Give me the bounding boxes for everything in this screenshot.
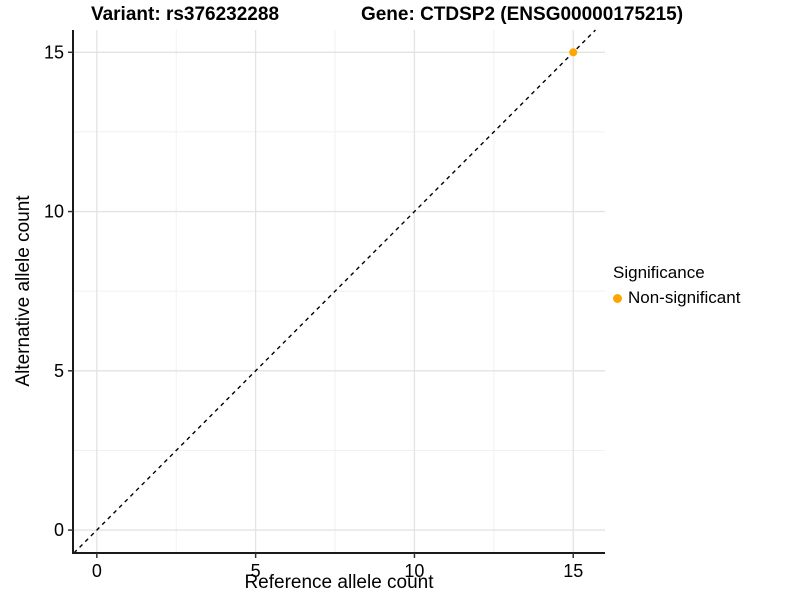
legend-item-label: Non-significant bbox=[628, 288, 741, 307]
plot-title-gene: Gene: CTDSP2 (ENSG00000175215) bbox=[360, 4, 684, 25]
data-point bbox=[569, 48, 578, 57]
y-tick-label: 15 bbox=[44, 42, 64, 62]
x-axis-title: Reference allele count bbox=[244, 572, 434, 593]
x-tick-label: 15 bbox=[563, 561, 583, 581]
y-tick-label: 5 bbox=[54, 361, 64, 381]
plot-title-variant: Variant: rs376232288 bbox=[90, 4, 280, 25]
x-tick-label: 0 bbox=[92, 561, 102, 581]
x-tick-label: 10 bbox=[404, 561, 424, 581]
legend: Significance Non-significant bbox=[613, 262, 740, 309]
y-tick-label: 0 bbox=[54, 520, 64, 540]
legend-point-icon bbox=[613, 293, 622, 303]
y-axis-title: Alternative allele count bbox=[13, 195, 34, 387]
legend-item-non-significant: Non-significant bbox=[613, 287, 740, 309]
y-tick-label: 10 bbox=[44, 202, 64, 222]
identity-dashed-line bbox=[73, 29, 596, 554]
x-tick-label: 5 bbox=[251, 561, 261, 581]
legend-title: Significance bbox=[613, 263, 705, 282]
